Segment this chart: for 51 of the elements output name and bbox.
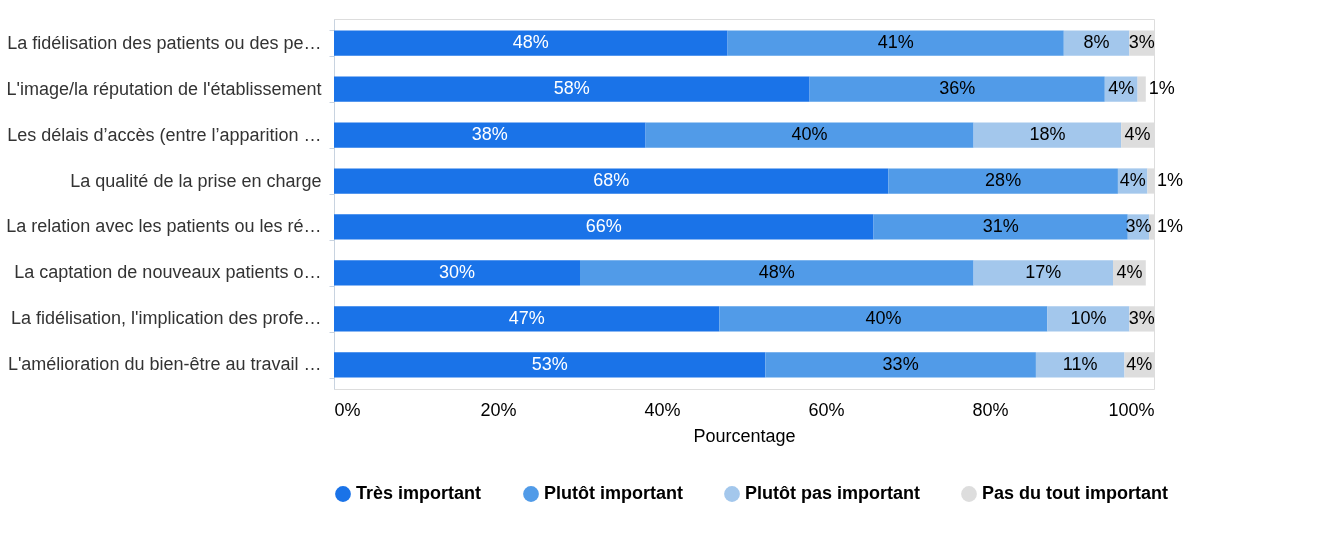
x-tick-label: 20% [480,399,517,420]
data-label: 41% [877,32,914,53]
x-tick-label: 80% [972,399,1009,420]
y-tick-label: La captation de nouveaux patients o… [14,262,322,283]
y-tick-label: La fidélisation des patients ou des pe… [7,32,322,53]
data-label: 66% [585,215,622,236]
y-tick-label: L'image/la réputation de l'établissement [6,78,322,99]
data-label: 28% [985,170,1022,191]
data-label: 4% [1108,78,1135,99]
data-label: 4% [1119,170,1146,191]
data-label: 4% [1126,353,1153,374]
x-tick-label: 40% [644,399,681,420]
y-tick-label: La qualité de la prise en charge [70,170,322,191]
x-tick-label: 100% [1108,399,1155,420]
data-label: 3% [1128,307,1155,328]
data-label: 30% [438,261,476,282]
data-label: 48% [512,32,549,53]
data-label: 1% [1157,215,1184,236]
data-label: 17% [1025,261,1062,282]
data-label: 8% [1083,32,1110,53]
data-label: 18% [1029,124,1066,145]
x-tick-label: 0% [334,399,361,420]
data-label: 1% [1157,170,1184,191]
data-label: 3% [1125,215,1152,236]
data-label: 3% [1128,32,1155,53]
y-tick-label: La fidélisation, l'implication des profe… [10,308,322,329]
legend-label: Pas du tout important [982,483,1168,503]
data-label: 10% [1070,307,1107,328]
legend-label: Plutôt important [544,483,683,503]
x-tick-label: 60% [808,399,845,420]
data-label: 47% [508,307,545,328]
data-label: 40% [791,124,828,145]
y-tick-label: L'amélioration du bien-être au travail … [7,354,322,375]
x-axis-title: Pourcentage [693,425,796,446]
data-label: 1% [1148,78,1175,99]
data-label: 31% [982,215,1019,236]
data-label: 38% [471,124,508,145]
legend-label: Plutôt pas important [745,483,920,503]
data-label: 48% [758,261,795,282]
data-label: 33% [882,353,919,374]
data-label: 58% [553,78,590,99]
data-label: 36% [939,78,976,99]
data-label: 68% [593,170,630,191]
legend-label: Très important [356,483,482,503]
y-tick-label: La relation avec les patients ou les ré… [6,216,322,237]
data-label: 40% [865,307,902,328]
y-tick-label: Les délais d’accès (entre l’apparition … [7,124,322,145]
data-label: 53% [531,353,568,374]
data-label: 11% [1062,353,1098,374]
data-label: 4% [1116,261,1143,282]
data-label: 4% [1124,124,1151,145]
